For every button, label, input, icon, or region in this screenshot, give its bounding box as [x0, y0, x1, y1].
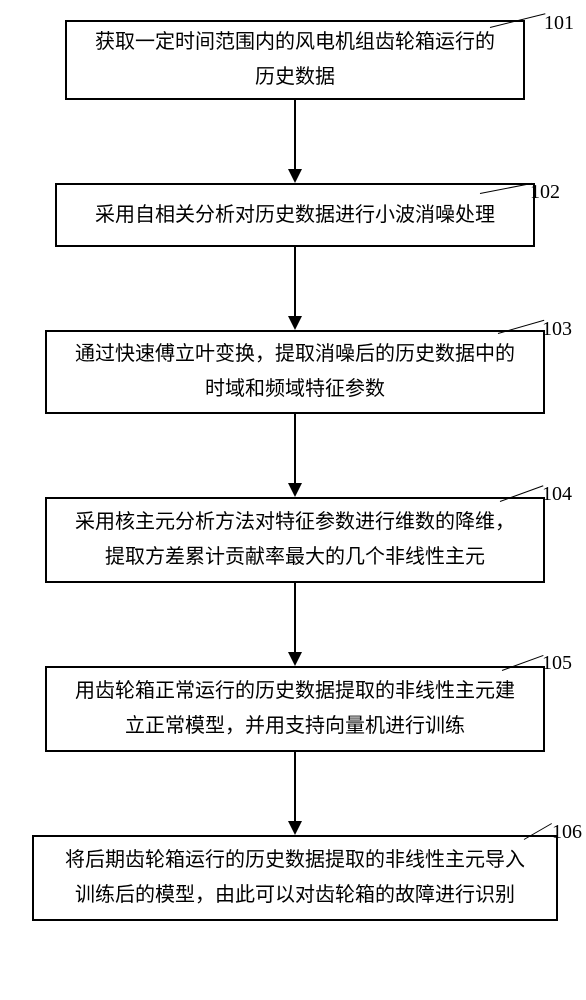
- step-box: 将后期齿轮箱运行的历史数据提取的非线性主元导入训练后的模型，由此可以对齿轮箱的故…: [32, 835, 558, 921]
- arrow-line: [294, 247, 296, 317]
- connector-arrow: [288, 247, 302, 330]
- step-label: 106: [552, 821, 582, 844]
- arrow-head-icon: [288, 821, 302, 835]
- step-label: 105: [542, 652, 572, 675]
- step-text-line2: 时域和频域特征参数: [75, 372, 515, 407]
- connector-arrow: [288, 414, 302, 497]
- step-box: 获取一定时间范围内的风电机组齿轮箱运行的历史数据: [65, 20, 525, 100]
- step-text-line2: 训练后的模型，由此可以对齿轮箱的故障进行识别: [65, 878, 525, 913]
- arrow-line: [294, 414, 296, 484]
- arrow-head-icon: [288, 483, 302, 497]
- step-text-line1: 采用核主元分析方法对特征参数进行维数的降维，: [75, 505, 515, 540]
- step-text-line2: 提取方差累计贡献率最大的几个非线性主元: [75, 540, 515, 575]
- step-text-line1: 用齿轮箱正常运行的历史数据提取的非线性主元建: [75, 674, 515, 709]
- arrow-line: [294, 583, 296, 653]
- step-text-line1: 将后期齿轮箱运行的历史数据提取的非线性主元导入: [65, 843, 525, 878]
- step-box: 用齿轮箱正常运行的历史数据提取的非线性主元建立正常模型，并用支持向量机进行训练: [45, 666, 545, 752]
- step-103: 通过快速傅立叶变换，提取消噪后的历史数据中的时域和频域特征参数103: [30, 330, 560, 414]
- step-box: 采用核主元分析方法对特征参数进行维数的降维，提取方差累计贡献率最大的几个非线性主…: [45, 497, 545, 583]
- flowchart-container: 获取一定时间范围内的风电机组齿轮箱运行的历史数据101 采用自相关分析对历史数据进…: [30, 20, 560, 921]
- arrow-line: [294, 752, 296, 822]
- step-label: 102: [530, 181, 560, 204]
- step-106: 将后期齿轮箱运行的历史数据提取的非线性主元导入训练后的模型，由此可以对齿轮箱的故…: [30, 835, 560, 921]
- step-text-line2: 历史数据: [95, 60, 495, 95]
- connector-arrow: [288, 752, 302, 835]
- step-101: 获取一定时间范围内的风电机组齿轮箱运行的历史数据101: [30, 20, 560, 100]
- step-box: 采用自相关分析对历史数据进行小波消噪处理: [55, 183, 535, 247]
- connector-arrow: [288, 100, 302, 183]
- step-text-line2: 立正常模型，并用支持向量机进行训练: [75, 709, 515, 744]
- step-label: 101: [544, 12, 574, 35]
- step-text-line1: 获取一定时间范围内的风电机组齿轮箱运行的: [95, 25, 495, 60]
- arrow-line: [294, 100, 296, 170]
- step-104: 采用核主元分析方法对特征参数进行维数的降维，提取方差累计贡献率最大的几个非线性主…: [30, 497, 560, 583]
- arrow-head-icon: [288, 316, 302, 330]
- step-105: 用齿轮箱正常运行的历史数据提取的非线性主元建立正常模型，并用支持向量机进行训练1…: [30, 666, 560, 752]
- arrow-head-icon: [288, 169, 302, 183]
- connector-arrow: [288, 583, 302, 666]
- step-102: 采用自相关分析对历史数据进行小波消噪处理 102: [30, 183, 560, 247]
- step-label: 104: [542, 483, 572, 506]
- step-text-line1: 采用自相关分析对历史数据进行小波消噪处理: [95, 198, 495, 233]
- step-box: 通过快速傅立叶变换，提取消噪后的历史数据中的时域和频域特征参数: [45, 330, 545, 414]
- arrow-head-icon: [288, 652, 302, 666]
- step-text-line1: 通过快速傅立叶变换，提取消噪后的历史数据中的: [75, 337, 515, 372]
- step-label: 103: [542, 318, 572, 341]
